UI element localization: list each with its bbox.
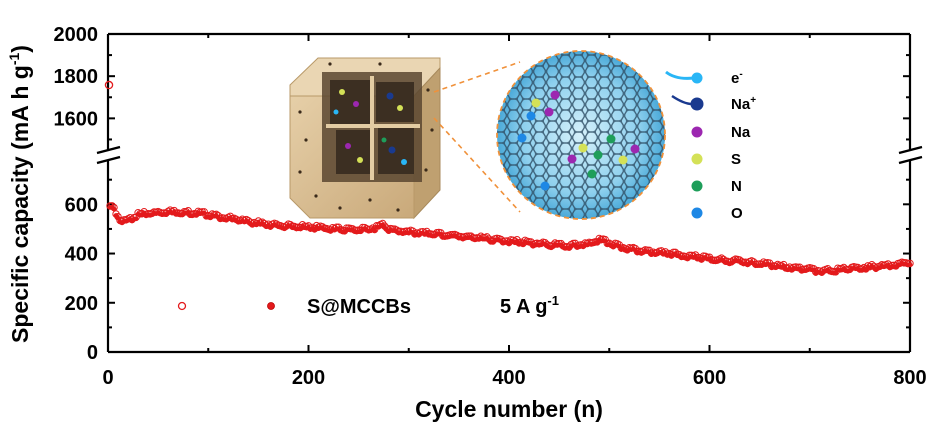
x-tick-label: 600 [693, 367, 726, 389]
inset-key-label: Na+ [731, 95, 756, 113]
inset-key-label: N [731, 178, 742, 195]
inset-key-label: e- [731, 69, 743, 87]
x-tick-label: 200 [292, 367, 325, 389]
y-tick-label: 0 [87, 342, 98, 364]
inset-key-label: Na [731, 124, 751, 141]
cube-inner-chamber-1 [330, 80, 370, 124]
x-tick-label: 800 [893, 367, 926, 389]
y-tick-label: 600 [65, 194, 98, 216]
y-axis-title: Specific capacity (mA h g-1) [6, 45, 33, 343]
sodium-ion-icon-body [690, 97, 704, 111]
y-tick-label-upper: 2000 [54, 24, 99, 46]
inset-key-label: S [731, 151, 741, 168]
zoom-connectors [433, 61, 521, 213]
graphene-zoom-circle [496, 50, 666, 220]
y-axis-title-sup: -1 [6, 53, 22, 66]
legend-series-label: S@MCCBs [307, 296, 411, 318]
cube-illustration [289, 57, 441, 220]
y-tick-label: 400 [65, 244, 98, 266]
electron-icon [665, 70, 695, 80]
discharge-point [111, 206, 117, 212]
legend-current-density-sup: -1 [547, 293, 559, 308]
discharge-point [372, 228, 378, 234]
y-axis-title-main: Specific capacity (mA h g [7, 65, 33, 343]
sodium-atom-icon [691, 126, 703, 138]
cube-inner-chamber-2 [376, 82, 414, 122]
first-cycle-point [104, 80, 114, 90]
x-tick-label: 400 [492, 367, 525, 389]
axis-break-left [96, 145, 121, 165]
sodium-ion-icon [671, 94, 693, 106]
y-tick-label-upper: 1800 [54, 66, 99, 88]
y-tick-label-upper: 1600 [54, 108, 99, 130]
discharge-point [907, 262, 913, 268]
inset-key-label: O [731, 205, 743, 222]
axis-ticks [107, 33, 911, 353]
y-tick-label: 200 [65, 293, 98, 315]
nitrogen-atom-icon [691, 180, 703, 192]
legend-current-density-main: 5 A g [500, 296, 547, 318]
graphene-dopant-atoms [517, 90, 640, 191]
x-axis-title: Cycle number (n) [415, 396, 603, 422]
inset-key-labels: e- Na+ Na SNO [731, 69, 756, 222]
series-s-mccbs [104, 80, 914, 276]
discharge-point [133, 216, 139, 222]
axis-break-right [898, 145, 923, 165]
cube-surface-pores [298, 62, 434, 212]
cube-inner-walls [326, 76, 420, 180]
electron-icon-body [691, 72, 703, 84]
legend-marker-charge [177, 301, 187, 311]
sulfur-atom-icon [691, 153, 703, 165]
discharge-point [833, 270, 839, 276]
legend-marker-discharge [267, 302, 275, 310]
tick-labels: 0 200 400 600 800 0 200 400 600 1600 1800 2000 [54, 24, 927, 389]
legend-current-density: 5 A g-1 [500, 293, 559, 318]
y-axis-title-close: ) [7, 45, 33, 53]
inset-key: e- Na+ Na SNO [665, 69, 756, 222]
oxygen-atom-icon [691, 207, 703, 219]
legend: S@MCCBs 5 A g-1 [177, 293, 559, 318]
cube-embedded-particles [333, 89, 407, 165]
cube-inner-chamber-4 [378, 128, 414, 174]
x-tick-label: 0 [102, 367, 113, 389]
cube-inner-chamber-3 [336, 130, 372, 174]
